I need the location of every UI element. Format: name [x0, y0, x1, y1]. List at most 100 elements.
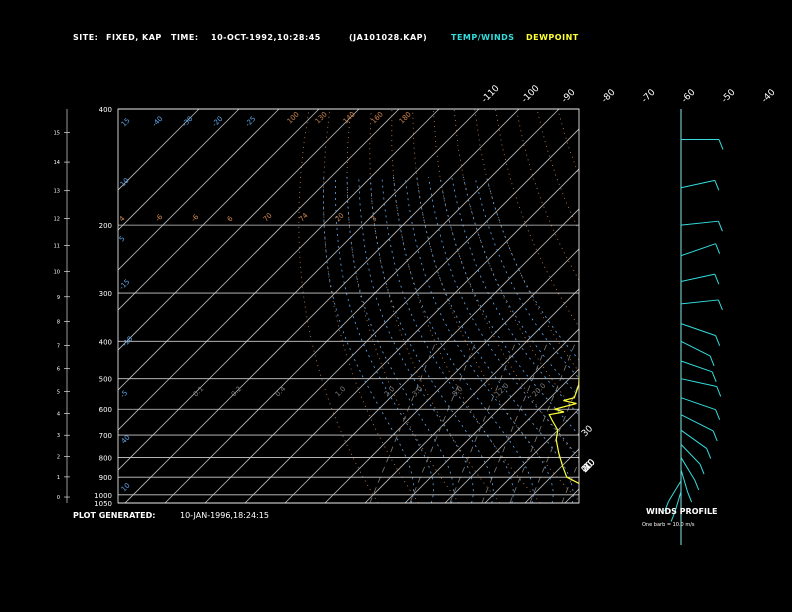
moist-adiabat-line	[335, 176, 434, 503]
pressure-label: 700	[99, 432, 112, 440]
isotherm-right-label: 30	[580, 424, 595, 439]
dry-adiabat-line	[322, 109, 420, 503]
mixing-ratio-line	[481, 341, 549, 503]
mixing-ratio-label: 0.1	[192, 385, 206, 399]
height-tick-label: 0	[57, 495, 60, 501]
moist-adiabat-label: -30	[181, 115, 195, 129]
mixing-ratio-label: 1.0	[334, 385, 348, 399]
mixing-ratio-line	[529, 381, 579, 503]
winds-profile-title: WINDS PROFILE	[646, 507, 718, 516]
pressure-label: 1050	[94, 500, 112, 508]
isotherm-line	[118, 109, 360, 351]
dry-adiabat-label: 70	[262, 211, 274, 223]
dry-adiabat-label: 6	[226, 214, 235, 223]
isotherm-line	[118, 109, 440, 431]
height-tick-label: 6	[57, 367, 60, 373]
dewpoint-line	[548, 369, 579, 485]
isotherm-line	[564, 488, 579, 503]
wind-barb	[680, 340, 711, 357]
dry-adiabat-line	[620, 109, 792, 503]
moist-adiabat-line	[358, 176, 474, 503]
isotherm-line	[118, 109, 200, 191]
mixing-ratio-label: 3.0	[411, 385, 425, 399]
wind-barb-feather	[715, 335, 721, 346]
isotherm-line	[404, 328, 579, 503]
wind-barb-feather	[714, 180, 720, 191]
isotherm-top-label: -40	[760, 87, 778, 105]
wind-barb	[680, 243, 716, 257]
wind-barb-feather	[715, 409, 721, 420]
isotherm-top-label: -90	[560, 87, 578, 105]
dry-adiabat-label: 20	[334, 211, 346, 223]
pressure-label: 400	[99, 338, 112, 346]
wind-barb	[680, 323, 716, 337]
dry-adiabat-label: 130	[314, 110, 329, 125]
moist-adiabat-label: 40	[120, 433, 132, 445]
wind-barb	[680, 273, 715, 283]
height-tick-label: 7	[57, 343, 60, 349]
isotherm-line	[484, 408, 579, 503]
mixing-ratio-label: 20.0	[531, 382, 548, 399]
dry-adiabats	[298, 109, 792, 503]
isotherm-line	[244, 168, 579, 503]
mixing-ratio-label: 0.4	[274, 384, 288, 398]
dry-adiabat-label: 3	[370, 215, 379, 224]
isotherm-top-label: -60	[680, 87, 698, 105]
isotherm-top-label: -110	[480, 83, 502, 105]
site-value: FIXED, KAP	[106, 33, 162, 42]
height-tick-label: 12	[54, 216, 60, 222]
wind-barb-feather	[706, 448, 712, 459]
wind-barb-feather	[699, 463, 705, 475]
moist-adiabat-label: -20	[211, 115, 225, 129]
isotherm-top-label: -70	[640, 87, 658, 105]
isotherm-line	[118, 109, 320, 311]
isotherm-line	[364, 288, 579, 503]
isotherm-line	[685, 109, 792, 503]
isotherm-line	[204, 128, 579, 503]
isotherm-line	[118, 109, 280, 271]
dry-adiabat-line	[577, 109, 579, 113]
isotherm-right-label: 0	[580, 464, 591, 475]
wind-barb-feather	[694, 479, 700, 491]
wind-barb	[680, 429, 708, 449]
wind-barb-feather	[711, 371, 717, 383]
wind-barb	[668, 480, 682, 502]
isotherm-line	[524, 448, 579, 503]
mixing-ratio-label: 12.0	[494, 382, 511, 399]
wind-barb-feather	[718, 139, 724, 150]
dry-adiabat-label: -6	[190, 212, 201, 223]
moist-adiabat-line	[462, 176, 579, 397]
dry-adiabat-line	[557, 109, 579, 177]
height-tick-label: 13	[54, 189, 60, 195]
dry-adiabat-label: 140	[342, 110, 357, 125]
wind-barb	[674, 491, 682, 512]
dry-adiabat-line	[785, 109, 792, 503]
axis-labels: 40020030040050060070080090010001050-110-…	[94, 83, 778, 508]
dry-adiabat-line	[703, 109, 792, 503]
moist-adiabat-label: 10	[119, 176, 131, 188]
pressure-label: 500	[99, 376, 112, 384]
isotherm-line	[444, 368, 579, 503]
height-tick-label: 4	[57, 412, 60, 418]
pressure-label: 900	[99, 474, 112, 482]
isotherm-line	[118, 109, 480, 471]
dry-adiabat-label: 4	[118, 214, 127, 223]
dry-adiabat-label: 180	[398, 110, 413, 125]
dry-adiabat-line	[369, 109, 501, 503]
dry-adiabat-line	[412, 109, 579, 502]
dry-adiabat-line	[744, 109, 792, 503]
dry-adiabat-line	[682, 109, 792, 503]
moist-adiabat-label: -40	[151, 115, 165, 129]
wind-barb-feather	[712, 430, 718, 442]
height-tick-label: 14	[54, 160, 60, 166]
pressure-label: 800	[99, 454, 112, 462]
dry-adiabat-line	[298, 109, 379, 503]
mixing-ratio-label: 2.0	[383, 385, 397, 399]
dry-adiabat-line	[599, 109, 792, 503]
site-label: SITE:	[73, 33, 99, 42]
moist-adiabats	[322, 176, 579, 503]
wind-barb-feather	[664, 500, 670, 512]
wind-barb-feather	[687, 491, 693, 503]
mixing-ratio-line	[610, 341, 676, 503]
